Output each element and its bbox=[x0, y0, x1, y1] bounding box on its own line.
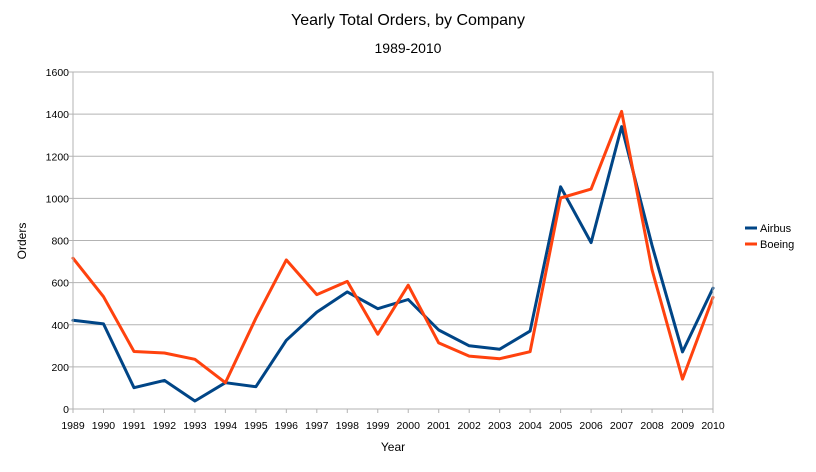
data-point-airbus bbox=[193, 399, 196, 402]
data-point-airbus bbox=[315, 311, 318, 314]
y-tick-label: 1600 bbox=[46, 67, 70, 79]
data-point-airbus bbox=[620, 125, 623, 128]
data-point-boeing bbox=[437, 341, 440, 344]
x-tick-label: 2004 bbox=[518, 420, 542, 432]
y-tick-label: 400 bbox=[51, 320, 69, 332]
data-point-airbus bbox=[102, 322, 105, 325]
data-point-airbus bbox=[529, 330, 532, 333]
data-point-boeing bbox=[254, 317, 257, 320]
data-point-boeing bbox=[620, 110, 623, 113]
chart-subtitle: 1989-2010 bbox=[375, 40, 442, 56]
x-tick-label: 2009 bbox=[671, 420, 695, 432]
data-point-airbus bbox=[376, 307, 379, 310]
data-point-boeing bbox=[346, 280, 349, 283]
data-point-airbus bbox=[346, 290, 349, 293]
legend-label-boeing: Boeing bbox=[760, 239, 794, 251]
data-point-airbus bbox=[254, 385, 257, 388]
x-tick-label: 1998 bbox=[336, 420, 360, 432]
x-tick-label: 1997 bbox=[305, 420, 329, 432]
plot-area bbox=[72, 71, 714, 410]
x-tick-label: 1991 bbox=[122, 420, 146, 432]
data-point-airbus bbox=[437, 329, 440, 332]
x-tick-label: 1990 bbox=[92, 420, 116, 432]
x-tick-label: 2007 bbox=[610, 420, 634, 432]
data-point-boeing bbox=[559, 196, 562, 199]
y-tick-label: 200 bbox=[51, 362, 69, 374]
data-point-airbus bbox=[407, 298, 410, 301]
data-point-boeing bbox=[224, 381, 227, 384]
y-tick-label: 1200 bbox=[46, 151, 70, 163]
x-tick-label: 1989 bbox=[61, 420, 85, 432]
data-point-airbus bbox=[285, 339, 288, 342]
x-tick-label: 1994 bbox=[214, 420, 238, 432]
y-axis-ticks: 0 200 400 600 800 1000 1200 1400 1600 bbox=[46, 67, 73, 416]
x-tick-label: 2010 bbox=[701, 420, 725, 432]
data-point-boeing bbox=[590, 188, 593, 191]
x-tick-label: 2006 bbox=[579, 420, 603, 432]
x-tick-label: 2002 bbox=[458, 420, 482, 432]
x-axis-label: Year bbox=[381, 440, 405, 454]
x-axis-ticks: 1989 1990 1991 1992 1993 1994 1995 1996 1997 1998… bbox=[61, 409, 725, 432]
legend: Airbus Boeing bbox=[745, 223, 794, 251]
x-tick-label: 1995 bbox=[244, 420, 268, 432]
y-tick-label: 0 bbox=[63, 404, 69, 416]
data-point-airbus bbox=[590, 241, 593, 244]
x-tick-label: 2003 bbox=[488, 420, 512, 432]
data-point-airbus bbox=[468, 344, 471, 347]
data-point-boeing bbox=[132, 350, 135, 353]
x-tick-label: 1992 bbox=[153, 420, 177, 432]
data-point-boeing bbox=[681, 378, 684, 381]
data-point-airbus bbox=[651, 244, 654, 247]
x-tick-label: 1996 bbox=[275, 420, 299, 432]
series-line-airbus bbox=[71, 125, 715, 403]
y-axis-label: Orders bbox=[15, 223, 29, 260]
series-line-boeing bbox=[71, 109, 715, 385]
data-point-boeing bbox=[651, 268, 654, 271]
data-point-boeing bbox=[315, 293, 318, 296]
data-point-boeing bbox=[468, 355, 471, 358]
data-point-boeing bbox=[498, 357, 501, 360]
data-point-airbus bbox=[132, 386, 135, 389]
y-tick-label: 600 bbox=[51, 278, 69, 290]
data-point-airbus bbox=[163, 379, 166, 382]
y-tick-label: 1400 bbox=[46, 109, 70, 121]
x-tick-label: 1993 bbox=[183, 420, 207, 432]
x-tick-label: 2001 bbox=[427, 420, 451, 432]
data-point-airbus bbox=[681, 350, 684, 353]
data-point-boeing bbox=[285, 258, 288, 261]
data-point-boeing bbox=[376, 333, 379, 336]
x-tick-label: 2000 bbox=[397, 420, 421, 432]
data-point-boeing bbox=[529, 350, 532, 353]
y-tick-label: 800 bbox=[51, 236, 69, 248]
chart-title: Yearly Total Orders, by Company bbox=[291, 12, 525, 29]
data-point-boeing bbox=[102, 295, 105, 298]
data-point-boeing bbox=[193, 358, 196, 361]
data-point-boeing bbox=[163, 351, 166, 354]
data-point-boeing bbox=[407, 284, 410, 287]
x-tick-label: 1999 bbox=[366, 420, 390, 432]
legend-label-airbus: Airbus bbox=[760, 223, 792, 235]
x-tick-label: 2005 bbox=[549, 420, 573, 432]
data-point-airbus bbox=[498, 348, 501, 351]
y-tick-label: 1000 bbox=[46, 193, 70, 205]
x-tick-label: 2008 bbox=[640, 420, 664, 432]
series-lines bbox=[71, 109, 715, 403]
data-point-airbus bbox=[559, 185, 562, 188]
